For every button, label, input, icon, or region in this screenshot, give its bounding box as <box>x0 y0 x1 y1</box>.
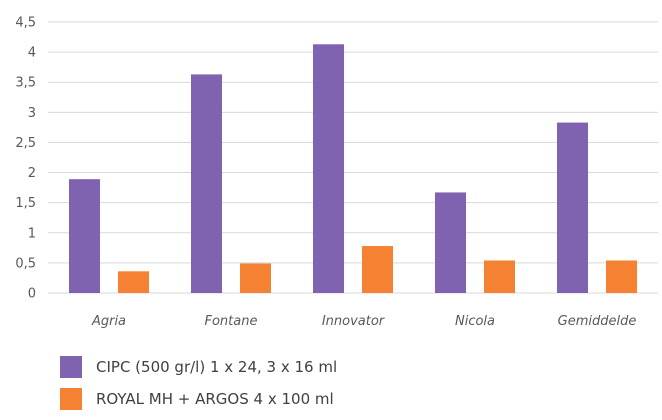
bar-cipc-gemiddelde <box>557 122 588 294</box>
bars <box>69 44 637 294</box>
x-tick-label: Nicola <box>455 314 495 329</box>
bar-royal-mh-agria <box>118 271 149 293</box>
bar-cipc-innovator <box>313 44 344 293</box>
y-tick-label: 3 <box>28 106 36 121</box>
legend-swatch-royal-mh <box>60 388 82 410</box>
legend-label-cipc: CIPC (500 gr/l) 1 x 24, 3 x 16 ml <box>96 358 338 376</box>
bar-cipc-nicola <box>435 192 466 293</box>
bar-royal-mh-innovator <box>362 246 393 293</box>
bar-royal-mh-gemiddelde <box>606 260 637 293</box>
x-tick-label: Gemiddelde <box>558 314 637 329</box>
y-tick-label: 1,5 <box>15 196 36 211</box>
y-tick-label: 2,5 <box>15 136 36 151</box>
x-tick-label: Fontane <box>205 314 258 329</box>
y-tick-label: 4,5 <box>15 16 36 31</box>
legend-swatch-cipc <box>60 356 82 378</box>
y-tick-label: 2 <box>28 166 36 181</box>
bar-royal-mh-nicola <box>484 260 515 293</box>
bar-chart: 0 0,5 1 1,5 2 2,5 3 3,5 4 4,5 Agria Fontane Innovat… <box>15 16 658 329</box>
y-axis-ticks: 0 0,5 1 1,5 2 2,5 3 3,5 4 4,5 <box>15 16 36 302</box>
y-tick-label: 0 <box>28 287 36 302</box>
x-tick-label: Innovator <box>322 314 386 329</box>
bar-royal-mh-fontane <box>240 263 271 293</box>
x-tick-label: Agria <box>91 314 126 329</box>
legend-label-royal-mh: ROYAL MH + ARGOS 4 x 100 ml <box>96 390 334 408</box>
legend: CIPC (500 gr/l) 1 x 24, 3 x 16 ml ROYAL … <box>60 356 337 420</box>
y-tick-label: 4 <box>28 46 36 61</box>
bar-cipc-fontane <box>191 74 222 293</box>
legend-item-royal-mh: ROYAL MH + ARGOS 4 x 100 ml <box>60 388 337 410</box>
gridlines <box>48 21 658 294</box>
bar-cipc-agria <box>69 179 100 293</box>
x-axis-ticks: Agria Fontane Innovator Nicola Gemiddelde <box>91 314 636 329</box>
y-tick-label: 1 <box>28 226 36 241</box>
legend-item-cipc: CIPC (500 gr/l) 1 x 24, 3 x 16 ml <box>60 356 337 378</box>
y-tick-label: 3,5 <box>15 76 36 91</box>
y-tick-label: 0,5 <box>15 256 36 271</box>
